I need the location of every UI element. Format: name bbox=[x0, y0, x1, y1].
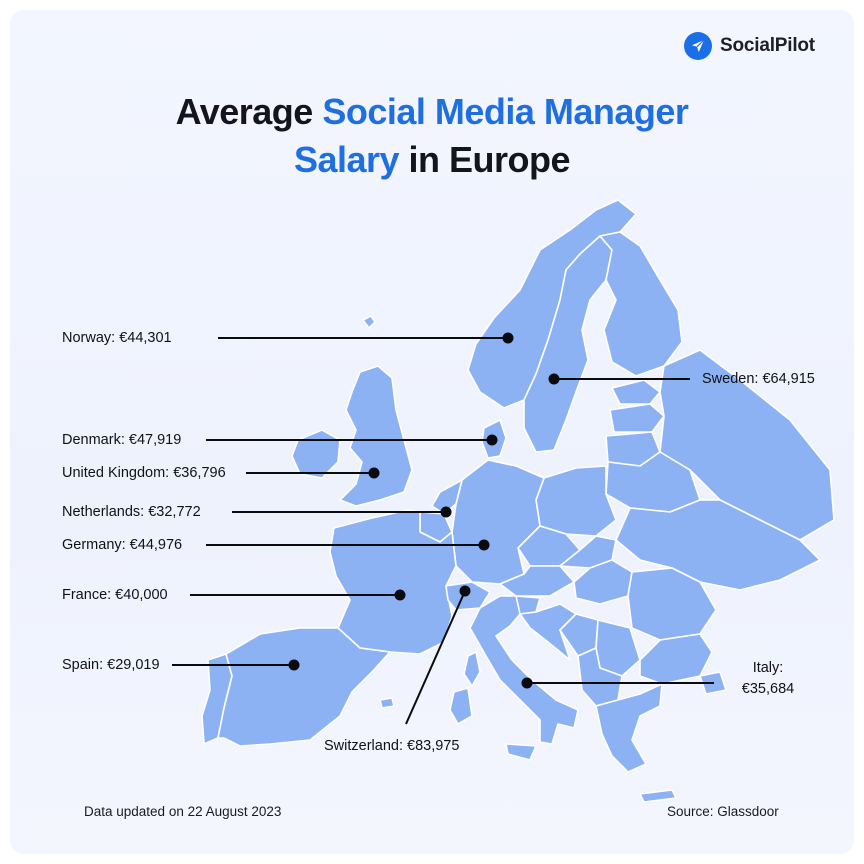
page-title-line-2: Salary in Europe bbox=[0, 142, 864, 178]
marker-norway bbox=[502, 332, 514, 344]
label-italy-salary: €35,684 bbox=[741, 680, 795, 697]
country-bulgaria bbox=[639, 633, 713, 685]
marker-denmark bbox=[486, 434, 498, 446]
source-note: Source: Glassdoor bbox=[667, 804, 779, 819]
brand-name: SocialPilot bbox=[720, 35, 815, 56]
label-germany: Germany: €44,976 bbox=[62, 537, 183, 553]
marker-sweden bbox=[548, 373, 560, 385]
country-ireland bbox=[291, 429, 341, 479]
country-sardinia bbox=[449, 687, 473, 725]
country-estonia bbox=[611, 379, 661, 405]
country-ukraine bbox=[615, 499, 821, 591]
title-plain: Average bbox=[175, 91, 323, 132]
country-poland bbox=[535, 465, 617, 537]
label-netherlands: Netherlands: €32,772 bbox=[62, 504, 201, 520]
label-united-kingdom: United Kingdom: €36,796 bbox=[62, 465, 226, 481]
label-italy-name: Italy: bbox=[752, 660, 784, 676]
leader-line-switzerland bbox=[405, 590, 466, 725]
country-great-britain bbox=[339, 365, 413, 507]
country-latvia bbox=[609, 403, 665, 433]
label-italy: Italy: €35,684 bbox=[728, 661, 808, 696]
country-crete bbox=[639, 789, 677, 803]
marker-spain bbox=[288, 659, 300, 671]
country-iceland bbox=[362, 315, 376, 329]
country-greece bbox=[595, 683, 663, 773]
page-title-line-1: Average Social Media Manager bbox=[0, 94, 864, 130]
marker-germany bbox=[478, 539, 490, 551]
label-switzerland: Switzerland: €83,975 bbox=[324, 738, 460, 754]
country-macedonia-albania bbox=[577, 647, 623, 707]
marker-switzerland bbox=[459, 585, 471, 597]
title-plain: in Europe bbox=[399, 139, 571, 180]
label-norway: Norway: €44,301 bbox=[62, 330, 172, 346]
country-balearic bbox=[379, 697, 395, 709]
label-sweden: Sweden: €64,915 bbox=[702, 371, 815, 387]
marker-france bbox=[394, 589, 406, 601]
title-accent: Social Media Manager bbox=[322, 91, 689, 132]
brand-logo: SocialPilot bbox=[684, 30, 815, 62]
country-corsica bbox=[463, 651, 481, 687]
data-updated-note: Data updated on 22 August 2023 bbox=[84, 804, 282, 819]
country-finland bbox=[599, 231, 683, 377]
country-sicily bbox=[505, 743, 537, 761]
label-denmark: Denmark: €47,919 bbox=[62, 432, 182, 448]
country-spain bbox=[217, 627, 391, 747]
marker-italy bbox=[521, 677, 533, 689]
marker-united-kingdom bbox=[368, 467, 380, 479]
country-sweden bbox=[523, 235, 613, 453]
country-italy bbox=[469, 595, 579, 745]
title-accent: Salary bbox=[293, 139, 400, 180]
marker-netherlands bbox=[440, 506, 452, 518]
paper-plane-icon bbox=[684, 32, 712, 60]
label-spain: Spain: €29,019 bbox=[62, 657, 160, 673]
label-france: France: €40,000 bbox=[62, 587, 168, 603]
